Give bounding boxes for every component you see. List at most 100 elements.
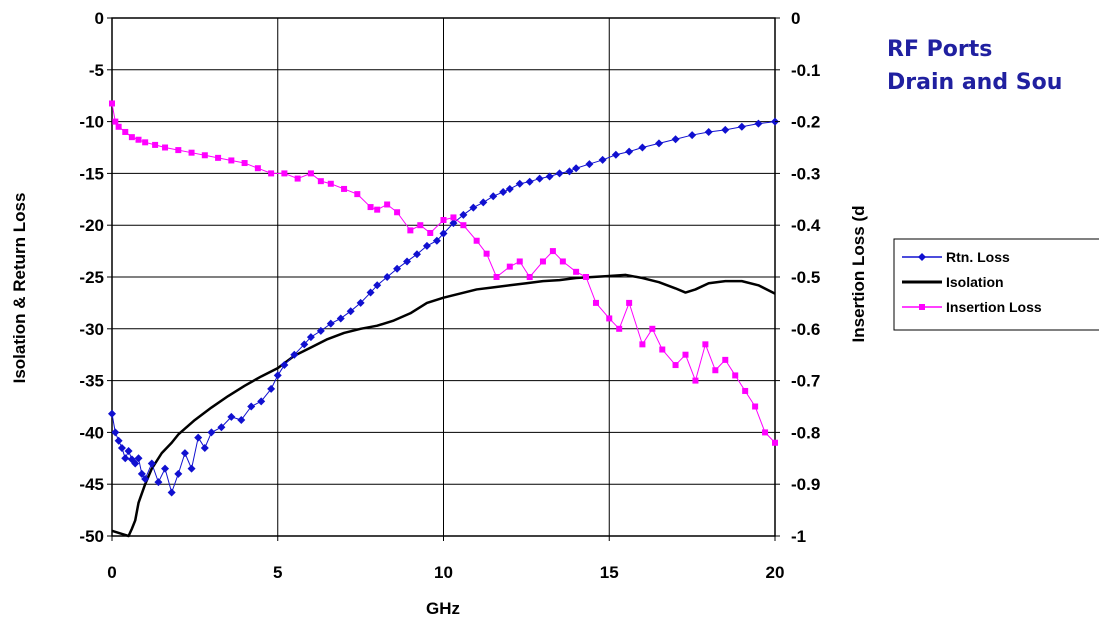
heading-line-1: RF Ports [887,37,992,62]
data-point [583,274,590,280]
data-point [162,144,169,151]
data-point [121,454,130,463]
data-point [217,423,226,432]
legend: Rtn. Loss Isolation Insertion Loss [893,238,1099,331]
data-point [122,128,129,135]
data-point [374,206,381,213]
data-point [200,443,209,452]
data-point [412,250,421,259]
data-point [356,298,365,307]
legend-swatch-marker [919,304,925,310]
data-point [167,488,176,497]
series-line [111,273,776,538]
data-point [142,139,149,146]
data-point [281,170,288,177]
data-point [174,469,183,478]
legend-swatch-marker [918,253,926,261]
data-point [336,314,345,323]
y-tick-label-left: -25 [79,268,104,287]
data-point [403,257,412,266]
y-tick-label-left: -30 [79,320,104,339]
data-point [427,229,434,236]
data-point [440,217,447,224]
y-tick-label-left: -50 [79,527,104,546]
data-point [672,362,679,369]
y-tick-label-right: -1 [791,527,806,546]
data-point [493,274,500,280]
data-point [732,372,739,379]
data-point [187,464,196,473]
data-point [671,135,680,144]
data-point [559,258,566,265]
data-point [499,188,508,197]
data-point [565,167,574,176]
data-point [373,281,382,290]
y-tick-label-right: -0.7 [791,372,820,391]
data-point [367,204,374,211]
data-point [704,127,713,136]
data-point [722,356,729,363]
series-isolation [111,273,776,538]
y-tick-label-right: 0 [791,9,800,28]
data-point [611,150,620,159]
data-point [161,464,170,473]
y-tick-label-right: -0.9 [791,475,820,494]
data-point [545,172,554,181]
data-point [128,134,135,141]
data-point [659,346,666,353]
data-point [137,469,146,478]
data-point [326,319,335,328]
data-point [215,154,222,161]
y-tick-label-right: -0.2 [791,113,820,132]
y-tick-label-right: -0.4 [791,216,821,235]
data-point [241,160,248,167]
legend-box [893,238,1099,331]
data-point [316,326,325,335]
data-point [483,250,490,257]
data-point [294,175,301,182]
y-tick-label-left: -35 [79,372,104,391]
y-tick-label-left: -45 [79,475,104,494]
tick-labels: 0-5-10-15-20-25-30-35-40-45-500-0.1-0.2-… [79,9,820,582]
x-tick-label: 10 [434,563,453,582]
legend-label: Rtn. Loss [946,249,1010,265]
data-point [394,209,401,216]
data-point [460,222,467,229]
data-point [469,203,478,212]
data-point [237,415,246,424]
data-point [639,341,646,348]
x-axis-title: GHz [426,599,460,618]
series-layer [108,100,779,538]
data-point [535,174,544,183]
data-point [124,447,133,456]
data-point [555,169,564,178]
data-point [268,170,275,177]
data-point [383,273,392,281]
data-point [194,433,203,442]
data-point [505,184,514,193]
data-point [449,219,458,228]
y-tick-label-left: 0 [95,9,104,28]
data-point [290,350,299,359]
data-point [134,454,143,463]
data-point [712,367,719,374]
data-point [228,157,235,164]
data-point [649,325,656,332]
data-point [147,459,156,468]
data-point [752,403,759,410]
y-tick-label-right: -0.3 [791,164,820,183]
data-point [692,377,699,384]
data-point [682,351,689,358]
data-point [742,387,749,394]
data-point [108,409,116,418]
heading-line-2: Drain and Sou [887,70,1062,95]
grid-lines [112,18,775,536]
data-point [762,429,769,436]
data-point [111,428,120,437]
data-point [459,210,468,219]
data-point [131,459,140,468]
data-point [585,160,594,169]
data-point [267,384,276,393]
x-tick-label: 0 [107,563,116,582]
data-point [207,428,216,437]
